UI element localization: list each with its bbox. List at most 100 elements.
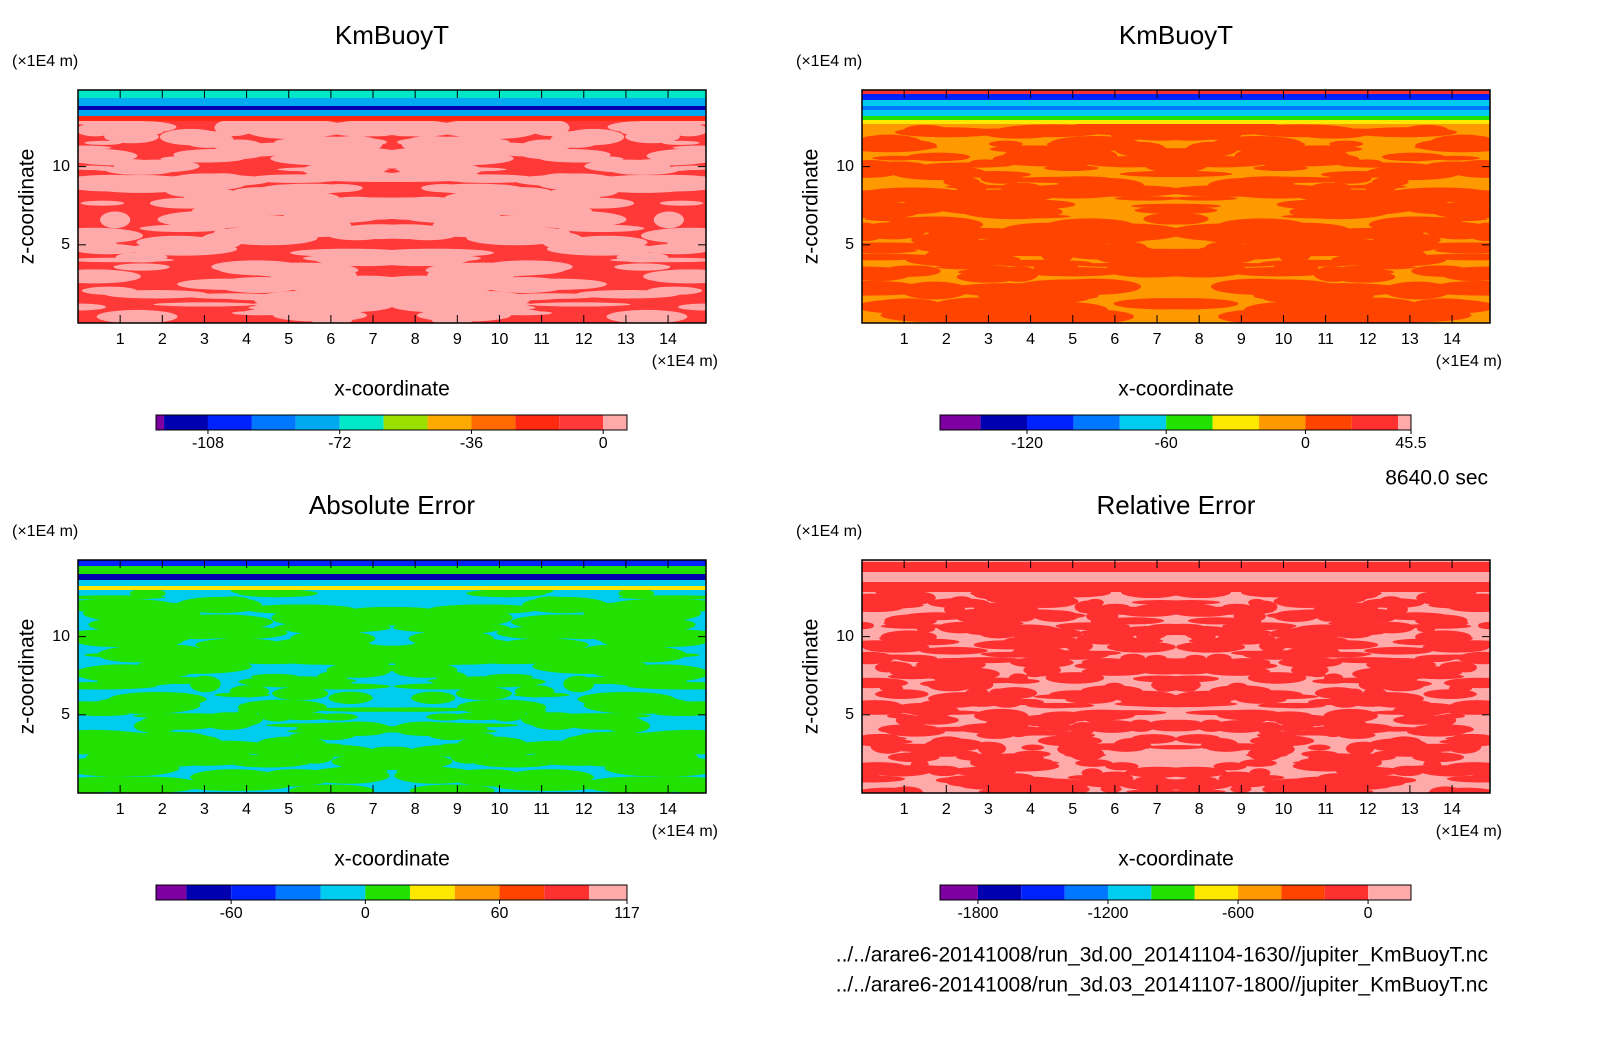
contour-blob	[911, 233, 980, 247]
x-tick-label: 6	[326, 801, 335, 818]
contour-blob	[230, 773, 329, 787]
contour-blob	[1248, 598, 1266, 607]
contour-blob	[874, 298, 941, 311]
contour-blob	[411, 691, 456, 704]
contour-blob	[391, 752, 426, 759]
colorbar-segment	[1398, 415, 1411, 430]
contour-blob	[1154, 156, 1209, 173]
contour-blob	[641, 227, 706, 244]
contour-blob	[1139, 785, 1157, 793]
contour-blob	[421, 767, 460, 776]
contour-blob	[1042, 713, 1096, 722]
contour-blob	[271, 304, 353, 317]
contour-blob	[277, 712, 332, 721]
contour-blob	[1323, 708, 1378, 723]
colorbar-segment	[1021, 885, 1065, 900]
contour-blob	[1256, 692, 1300, 697]
contour-blob	[1078, 773, 1133, 788]
contour-blob	[1081, 666, 1148, 676]
contour-blob	[1256, 713, 1310, 722]
contour-band	[78, 580, 706, 586]
contour-blob	[1292, 760, 1353, 766]
contour-blob	[1019, 591, 1094, 598]
contour-blob	[128, 242, 238, 256]
colorbar-segment	[251, 415, 296, 430]
x-tick-label: 6	[326, 331, 335, 348]
colorbar-segment	[1073, 415, 1120, 430]
contour-blob	[289, 248, 408, 258]
colorbar-tick-label: -36	[460, 435, 483, 452]
contour-band	[78, 574, 706, 580]
contour-blob	[1170, 123, 1213, 140]
contour-blob	[1158, 663, 1217, 675]
contour-blob	[78, 227, 143, 244]
contour-blob	[376, 248, 495, 258]
x-tick-label: 1	[116, 801, 125, 818]
contour-blob	[1297, 128, 1370, 139]
colorbar-segment	[1064, 885, 1108, 900]
colorbar-segment	[383, 415, 428, 430]
contour-blob	[985, 785, 1024, 790]
contour-blob	[431, 676, 546, 688]
colorbar-tick-label: -1800	[957, 905, 998, 922]
contour-blob	[1227, 266, 1333, 277]
contour-blob	[644, 243, 706, 255]
contour-blob	[1152, 206, 1218, 214]
contour-blob	[1002, 726, 1047, 736]
colorbar-segment	[320, 885, 366, 900]
contour-blob	[618, 595, 706, 600]
contour-blob	[1114, 141, 1167, 158]
contour-blob	[528, 302, 631, 307]
contour-blob	[1018, 184, 1129, 199]
contour-blob	[621, 674, 688, 681]
contour-blob	[907, 152, 971, 162]
contour-blob	[1364, 646, 1433, 655]
contour-blob	[78, 711, 130, 716]
contour-blob	[1313, 266, 1354, 282]
contour-blob	[998, 266, 1039, 282]
contour-blob	[563, 128, 625, 146]
colorbar-tick-label: 0	[1301, 435, 1310, 452]
contour-blob	[1428, 155, 1480, 161]
y-unit: (×1E4 m)	[796, 53, 862, 70]
contour-blob	[633, 776, 706, 786]
contour-blob	[1273, 594, 1340, 609]
file-path: ../../arare6-20141008/run_3d.03_20141107…	[836, 974, 1488, 997]
contour-blob	[1195, 785, 1213, 793]
contour-blob	[1405, 623, 1472, 629]
contour-blob	[1153, 682, 1176, 692]
contour-blob	[895, 638, 960, 646]
contour-blob	[1041, 240, 1100, 251]
contour-blob	[1012, 594, 1079, 609]
contour-blob	[618, 588, 655, 598]
contour-blob	[277, 167, 389, 172]
contour-blob	[91, 696, 201, 714]
contour-blob	[899, 715, 954, 722]
contour-blob	[1259, 638, 1316, 645]
contour-blob	[659, 200, 704, 206]
contour-blob	[455, 686, 512, 701]
x-tick-label: 13	[1401, 801, 1419, 818]
contour-blob	[1154, 701, 1203, 708]
contour-blob	[901, 281, 969, 300]
colorbar-segment	[588, 885, 627, 900]
contour-blob	[1206, 653, 1232, 664]
contour-field	[862, 90, 1490, 323]
contour-band	[78, 98, 706, 106]
contour-blob	[1411, 265, 1470, 277]
x-tick-label: 5	[284, 801, 293, 818]
contour-blob	[1014, 750, 1051, 758]
x-tick-label: 7	[369, 331, 378, 348]
contour-field	[862, 560, 1490, 793]
contour-blob	[505, 293, 598, 299]
contour-band	[78, 90, 706, 98]
contour-blob	[1176, 641, 1246, 653]
contour-blob	[1378, 678, 1425, 692]
contour-blob	[1366, 165, 1461, 181]
contour-blob	[1447, 160, 1490, 178]
colorbar-tick-label: 60	[491, 905, 509, 922]
y-tick-label: 10	[836, 628, 854, 645]
contour-blob	[1408, 206, 1490, 215]
colorbar-tick-label: 0	[1364, 905, 1373, 922]
contour-blob	[1147, 250, 1219, 262]
